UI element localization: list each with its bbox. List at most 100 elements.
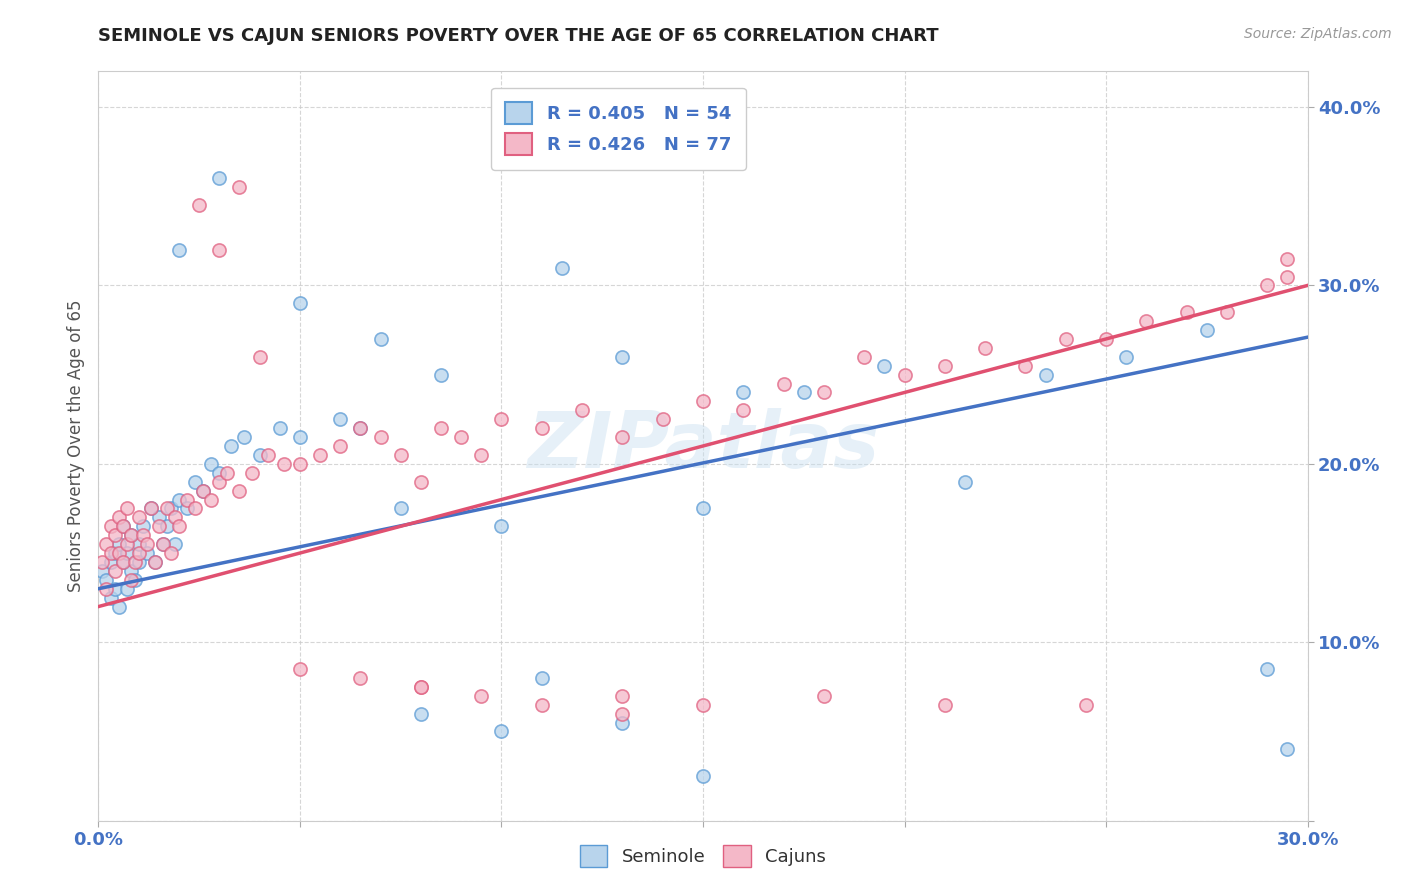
Point bbox=[143, 555, 166, 569]
Point bbox=[1277, 269, 1299, 284]
Point bbox=[288, 430, 311, 444]
Point bbox=[167, 519, 190, 533]
Point bbox=[132, 519, 155, 533]
Point bbox=[491, 412, 513, 426]
Point bbox=[111, 555, 134, 569]
Point bbox=[853, 350, 876, 364]
Point bbox=[208, 466, 231, 480]
Point bbox=[208, 171, 231, 186]
Point bbox=[193, 483, 215, 498]
Point bbox=[139, 501, 162, 516]
Point bbox=[450, 430, 472, 444]
Point bbox=[120, 528, 142, 542]
Point bbox=[733, 403, 755, 417]
Point bbox=[470, 689, 492, 703]
Point bbox=[692, 698, 714, 712]
Point bbox=[612, 350, 634, 364]
Point bbox=[1115, 350, 1137, 364]
Point bbox=[156, 519, 179, 533]
Point bbox=[389, 448, 412, 462]
Point bbox=[1256, 278, 1278, 293]
Point bbox=[1135, 314, 1157, 328]
Point bbox=[160, 546, 183, 560]
Point bbox=[124, 555, 146, 569]
Point bbox=[288, 296, 311, 310]
Point bbox=[96, 537, 118, 551]
Point bbox=[120, 573, 142, 587]
Point bbox=[200, 492, 222, 507]
Point bbox=[551, 260, 574, 275]
Point bbox=[370, 430, 392, 444]
Point bbox=[148, 510, 170, 524]
Point bbox=[103, 582, 125, 596]
Point bbox=[813, 689, 835, 703]
Point bbox=[1175, 305, 1198, 319]
Point bbox=[249, 448, 271, 462]
Point bbox=[188, 198, 211, 212]
Point bbox=[143, 555, 166, 569]
Point bbox=[228, 180, 250, 194]
Point bbox=[1195, 323, 1218, 337]
Point bbox=[530, 421, 553, 435]
Point bbox=[256, 448, 278, 462]
Point bbox=[132, 528, 155, 542]
Point bbox=[115, 582, 138, 596]
Point bbox=[269, 421, 291, 435]
Point bbox=[148, 519, 170, 533]
Point bbox=[167, 243, 190, 257]
Point bbox=[288, 457, 311, 471]
Point bbox=[1277, 252, 1299, 266]
Point bbox=[1014, 359, 1036, 373]
Point bbox=[1216, 305, 1239, 319]
Point bbox=[217, 466, 239, 480]
Point bbox=[409, 475, 432, 489]
Point bbox=[96, 582, 118, 596]
Point bbox=[115, 501, 138, 516]
Point bbox=[733, 385, 755, 400]
Point bbox=[200, 457, 222, 471]
Point bbox=[193, 483, 215, 498]
Text: Source: ZipAtlas.com: Source: ZipAtlas.com bbox=[1244, 27, 1392, 41]
Point bbox=[232, 430, 254, 444]
Point bbox=[370, 332, 392, 346]
Point bbox=[1074, 698, 1097, 712]
Point bbox=[107, 599, 129, 614]
Text: SEMINOLE VS CAJUN SENIORS POVERTY OVER THE AGE OF 65 CORRELATION CHART: SEMINOLE VS CAJUN SENIORS POVERTY OVER T… bbox=[98, 27, 939, 45]
Point bbox=[349, 421, 371, 435]
Y-axis label: Seniors Poverty Over the Age of 65: Seniors Poverty Over the Age of 65 bbox=[66, 300, 84, 592]
Point bbox=[893, 368, 915, 382]
Point bbox=[160, 501, 183, 516]
Point bbox=[91, 555, 114, 569]
Point bbox=[96, 573, 118, 587]
Point bbox=[772, 376, 794, 391]
Point bbox=[974, 341, 997, 355]
Point bbox=[813, 385, 835, 400]
Point bbox=[612, 430, 634, 444]
Point bbox=[163, 537, 186, 551]
Point bbox=[228, 483, 250, 498]
Point bbox=[176, 501, 198, 516]
Point bbox=[128, 537, 150, 551]
Point bbox=[208, 243, 231, 257]
Point bbox=[120, 528, 142, 542]
Point bbox=[470, 448, 492, 462]
Legend: R = 0.405   N = 54, R = 0.426   N = 77: R = 0.405 N = 54, R = 0.426 N = 77 bbox=[491, 88, 745, 169]
Point bbox=[107, 510, 129, 524]
Point bbox=[152, 537, 174, 551]
Point bbox=[152, 537, 174, 551]
Point bbox=[349, 421, 371, 435]
Point bbox=[176, 492, 198, 507]
Point bbox=[240, 466, 263, 480]
Point bbox=[103, 564, 125, 578]
Point bbox=[107, 537, 129, 551]
Point bbox=[430, 368, 453, 382]
Point bbox=[1277, 742, 1299, 756]
Point bbox=[103, 528, 125, 542]
Point bbox=[167, 492, 190, 507]
Point bbox=[103, 546, 125, 560]
Point bbox=[128, 546, 150, 560]
Point bbox=[120, 564, 142, 578]
Point bbox=[530, 698, 553, 712]
Point bbox=[221, 439, 243, 453]
Point bbox=[409, 680, 432, 694]
